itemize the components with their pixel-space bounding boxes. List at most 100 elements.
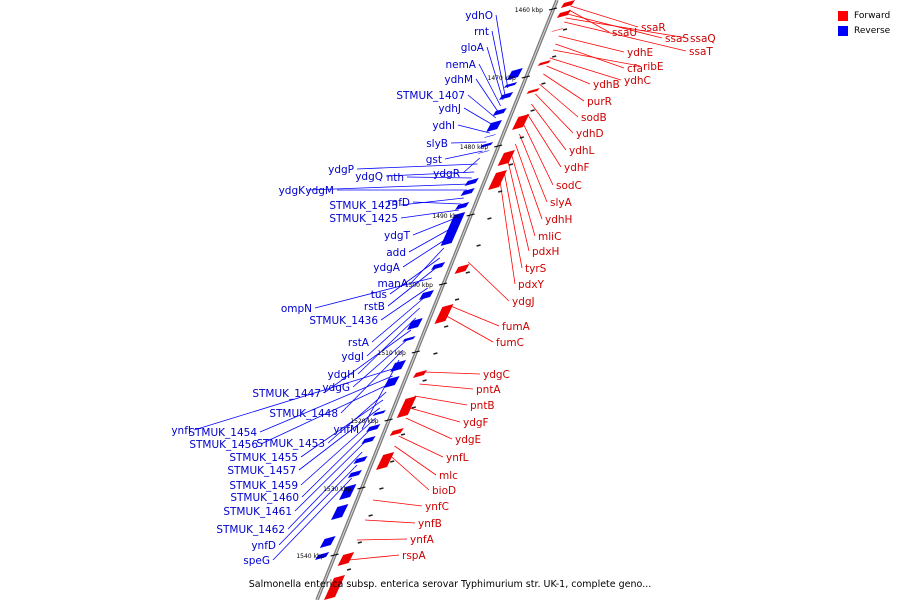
leader-ynfb: [364, 519, 416, 524]
minor-mark: [562, 28, 568, 31]
gene-label-ydgc[interactable]: ydgC: [483, 369, 510, 381]
gene-label-cfa[interactable]: cfa: [627, 63, 643, 75]
gene-label-mana[interactable]: manA: [377, 278, 408, 290]
gene-label-stmuk-1423[interactable]: STMUK_1423: [329, 200, 398, 212]
forward-feature-4: [537, 60, 551, 66]
gene-label-rspa[interactable]: rspA: [402, 550, 426, 562]
gene-label-stmuk-1448[interactable]: STMUK_1448: [269, 408, 338, 420]
gene-label-rstb[interactable]: rstB: [364, 301, 385, 313]
gene-label-ssat[interactable]: ssaT: [689, 46, 713, 58]
gene-label-ydhe[interactable]: ydhE: [627, 47, 653, 59]
gene-label-ydgr[interactable]: ydgR: [433, 168, 460, 180]
gene-label-ydgk[interactable]: ydgK: [279, 185, 307, 197]
gene-label-ydgp[interactable]: ydgP: [328, 164, 354, 176]
gene-label-mlic[interactable]: mliC: [538, 231, 561, 243]
gene-label-ribe[interactable]: ribE: [643, 61, 664, 73]
gene-label-ydgt[interactable]: ydgT: [384, 230, 411, 242]
gene-label-ynfa[interactable]: ynfA: [410, 534, 435, 546]
gene-label-sodc[interactable]: sodC: [556, 180, 582, 192]
gene-label-biod[interactable]: bioD: [432, 485, 456, 497]
gene-label-ydgm[interactable]: ydgM: [305, 185, 334, 197]
reverse-feature-8: [477, 150, 490, 154]
reverse-feature-26: [319, 536, 336, 548]
gene-label-stmuk-1425[interactable]: STMUK_1425: [329, 213, 398, 225]
gene-label-ydgf[interactable]: ydgF: [463, 417, 489, 429]
gene-label-ynfm[interactable]: ynfM: [333, 424, 359, 436]
gene-label-ydgg[interactable]: ydgG: [322, 382, 350, 394]
minor-mark: [433, 352, 438, 355]
gene-label-speg[interactable]: speG: [243, 555, 270, 567]
forward-feature-13: [389, 428, 404, 436]
gene-label-ydgj[interactable]: ydgJ: [512, 296, 535, 308]
gene-label-pdxh[interactable]: pdxH: [532, 246, 559, 258]
forward-feature-10: [434, 304, 454, 324]
gene-label-tus[interactable]: tus: [371, 289, 387, 301]
gene-label-gloa[interactable]: gloA: [461, 42, 485, 54]
gene-label-ydga[interactable]: ydgA: [373, 262, 401, 274]
gene-label-stmuk-1461[interactable]: STMUK_1461: [223, 506, 292, 518]
gene-label-pnta[interactable]: pntA: [476, 384, 501, 396]
gene-label-gst[interactable]: gst: [426, 154, 442, 166]
gene-label-stmuk-1457[interactable]: STMUK_1457: [227, 465, 296, 477]
gene-label-ynfl[interactable]: ynfL: [446, 452, 469, 464]
gene-label-stmuk-1455[interactable]: STMUK_1455: [229, 452, 298, 464]
gene-label-stmuk-1456[interactable]: STMUK_1456: [189, 439, 258, 451]
gene-label-ydhc[interactable]: ydhC: [624, 75, 651, 87]
gene-label-rnt[interactable]: rnt: [474, 26, 489, 38]
gene-label-stmuk-1407[interactable]: STMUK_1407: [396, 90, 465, 102]
gene-label-ydhi[interactable]: ydhI: [432, 120, 455, 132]
gene-label-ydho[interactable]: ydhO: [465, 10, 493, 22]
gene-label-mlc[interactable]: mlc: [439, 470, 458, 482]
gene-label-stmuk-1460[interactable]: STMUK_1460: [230, 492, 299, 504]
gene-label-ssaq[interactable]: ssaQ: [690, 33, 716, 45]
tick-mark: [466, 213, 475, 217]
gene-label-ydhd[interactable]: ydhD: [576, 128, 604, 140]
gene-label-ydhm[interactable]: ydhM: [444, 74, 473, 86]
gene-label-ydhf[interactable]: ydhF: [564, 162, 590, 174]
gene-label-slya[interactable]: slyA: [550, 197, 573, 209]
gene-label-pntb[interactable]: pntB: [470, 400, 495, 412]
leader-rsta: [371, 297, 425, 343]
gene-label-ydgq[interactable]: ydgQ: [355, 171, 383, 183]
gene-label-ydhj[interactable]: ydhJ: [438, 103, 461, 115]
gene-label-ydge[interactable]: ydgE: [455, 434, 481, 446]
gene-label-fumc[interactable]: fumC: [496, 337, 524, 349]
gene-label-stmuk-1453[interactable]: STMUK_1453: [256, 438, 325, 450]
gene-label-tyrs[interactable]: tyrS: [525, 263, 547, 275]
gene-label-nth[interactable]: nth: [387, 172, 404, 184]
gene-label-stmuk-1462[interactable]: STMUK_1462: [216, 524, 285, 536]
gene-label-add[interactable]: add: [386, 247, 406, 259]
gene-label-stmuk-1459[interactable]: STMUK_1459: [229, 480, 298, 492]
gene-label-stmuk-1454[interactable]: STMUK_1454: [188, 427, 257, 439]
gene-label-ynfi[interactable]: ynfI: [171, 425, 191, 437]
gene-label-rnfd[interactable]: rnfD: [387, 197, 410, 209]
tick-label-1530-kbp: 1530 kbp: [323, 486, 351, 493]
gene-label-ydgi[interactable]: ydgI: [341, 351, 364, 363]
gene-label-purr[interactable]: purR: [587, 96, 612, 108]
gene-label-pdxy[interactable]: pdxY: [518, 279, 545, 291]
minor-mark: [411, 406, 416, 409]
reverse-feature-9: [464, 178, 479, 186]
leader-tus: [389, 257, 441, 295]
leader-pdxh: [507, 161, 530, 252]
gene-label-ydhl[interactable]: ydhL: [569, 145, 595, 157]
gene-label-ssas[interactable]: ssaS: [665, 33, 689, 45]
gene-label-ynfb[interactable]: ynfB: [418, 518, 442, 530]
gene-label-rsta[interactable]: rstA: [348, 337, 370, 349]
gene-label-fuma[interactable]: fumA: [502, 321, 531, 333]
gene-label-ydhh[interactable]: ydhH: [545, 214, 572, 226]
gene-label-stmuk-1447[interactable]: STMUK_1447: [252, 388, 321, 400]
gene-label-ssau[interactable]: ssaU: [612, 27, 637, 39]
gene-label-ynfc[interactable]: ynfC: [425, 501, 449, 513]
gene-label-ydhb[interactable]: ydhB: [593, 79, 620, 91]
forward-swatch: [838, 10, 848, 21]
gene-label-nema[interactable]: nemA: [445, 59, 476, 71]
gene-label-slyb[interactable]: slyB: [426, 138, 448, 150]
tick-mark: [438, 282, 448, 286]
gene-label-ynfd[interactable]: ynfD: [251, 540, 276, 552]
gene-label-ompn[interactable]: ompN: [281, 303, 312, 315]
gene-label-ssar[interactable]: ssaR: [641, 22, 666, 34]
gene-label-ydgh[interactable]: ydgH: [328, 369, 355, 381]
gene-label-stmuk-1436[interactable]: STMUK_1436: [309, 315, 378, 327]
gene-label-sodb[interactable]: sodB: [581, 112, 607, 124]
